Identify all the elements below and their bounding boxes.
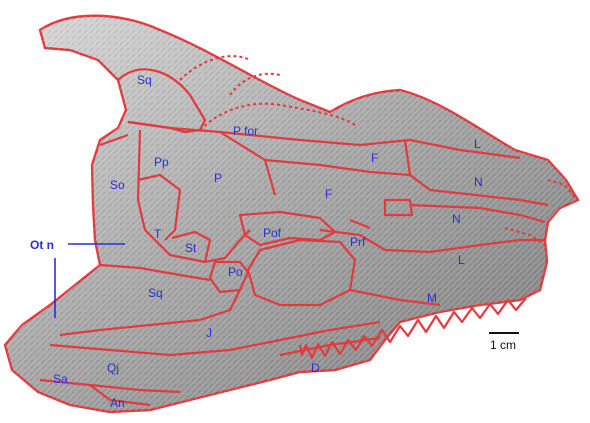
label-postparietal: Pp [154,155,169,169]
label-supraoccipital: So [110,178,125,192]
label-quadratojugal: Qj [107,361,119,375]
otic-notch-pointer [54,243,125,318]
label-surangular: Sa [53,372,68,386]
label-parietal: P [214,171,222,185]
label-squamosal-lower: Sq [148,286,163,300]
label-lacrimal-upper: L [474,137,481,151]
label-otic-notch: Ot n [30,238,54,252]
scale-bar-label: 1 cm [490,338,516,352]
label-postorbital: Po [228,265,243,279]
label-angular: An [110,396,125,410]
label-lacrimal-lower: L [458,253,465,267]
label-supratemporal: St [185,241,197,255]
label-frontal-upper: F [371,151,378,165]
label-tabular: T [154,227,162,241]
label-frontal-lower: F [325,187,332,201]
label-maxilla: M [427,291,437,305]
label-squamosal-top: Sq [137,73,152,87]
label-nasal-lower: N [452,212,461,226]
label-pineal-foramen: P for [233,124,258,138]
label-prefrontal: Prf [350,235,366,249]
teeth-row [298,297,527,360]
label-postfrontal: Pof [263,226,282,240]
label-dentary: D [311,361,320,375]
label-jugal: J [206,326,212,340]
bone-labels: Sq P for Pp P So F F L N N L T St Pof Pr… [30,73,483,410]
label-nasal-upper: N [474,175,483,189]
scale-bar: 1 cm [489,332,519,352]
suture-lines [39,55,576,407]
